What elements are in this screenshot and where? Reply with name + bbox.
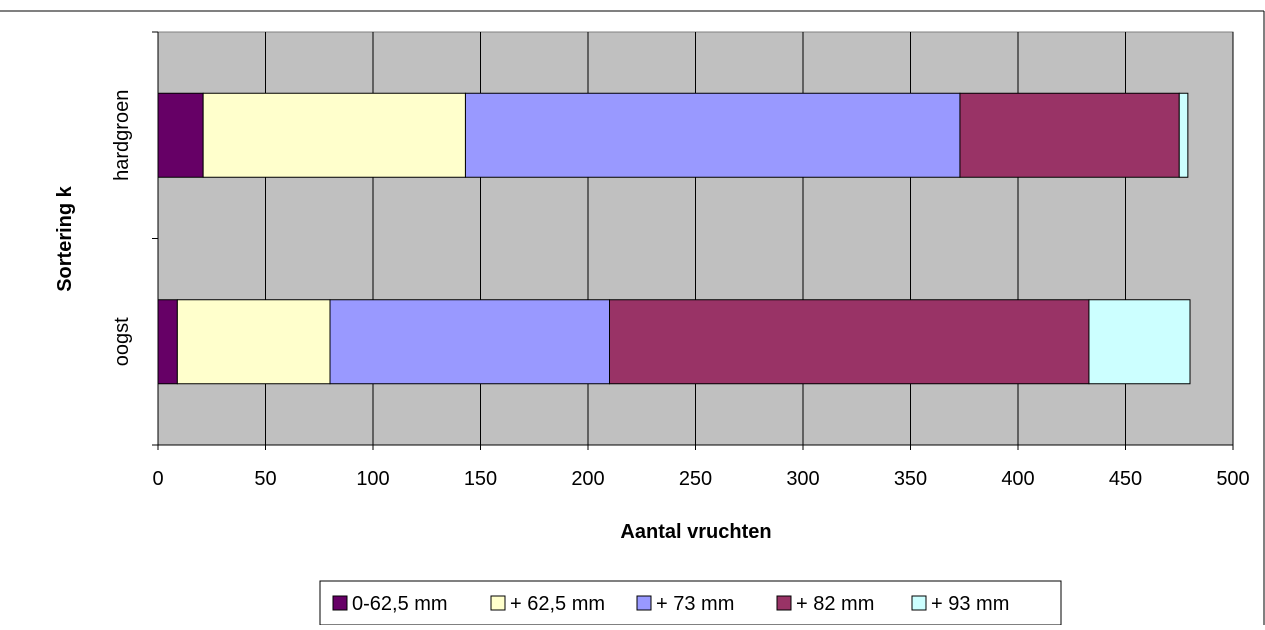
y-axis-title: Sortering k <box>54 185 76 291</box>
x-tick-label-400: 400 <box>1001 468 1034 490</box>
y-category-label-oogst: oogst <box>111 317 133 366</box>
legend-label-93-mm: + 93 mm <box>931 593 1009 615</box>
legend-label-82-mm: + 82 mm <box>796 593 874 615</box>
x-tick-label-500: 500 <box>1216 468 1249 490</box>
bar-hardgroen-82-mm <box>959 92 1180 178</box>
legend-swatch-73-mm <box>636 595 652 611</box>
bar-oogst-93-mm <box>1088 299 1191 385</box>
bar-hardgroen-62-5-mm <box>202 92 466 178</box>
legend-label-73-mm: + 73 mm <box>656 593 734 615</box>
x-tick-label-0: 0 <box>152 468 163 490</box>
legend-swatch-0-62-5-mm <box>332 595 348 611</box>
bar-oogst-62-5-mm <box>176 299 331 385</box>
x-tick-label-300: 300 <box>786 468 819 490</box>
x-tick-label-150: 150 <box>464 468 497 490</box>
bar-hardgroen-73-mm <box>464 92 961 178</box>
y-category-label-hardgroen: hardgroen <box>111 90 133 181</box>
bar-oogst-73-mm <box>329 299 610 385</box>
x-tick-label-200: 200 <box>571 468 604 490</box>
axes <box>152 31 1233 446</box>
legend-box <box>319 580 1062 626</box>
bar-oogst-82-mm <box>609 299 1090 385</box>
x-tick-label-100: 100 <box>356 468 389 490</box>
bars <box>157 92 1191 385</box>
legend-swatch-93-mm <box>911 595 927 611</box>
bar-hardgroen-93-mm <box>1178 92 1189 178</box>
legend-label-0-62-5-mm: 0-62,5 mm <box>352 593 448 615</box>
legend: 0-62,5 mm + 62,5 mm + 73 mm + 82 mm + 93 mm <box>319 580 1062 626</box>
x-tick-labels: 0 50 100 150 200 250 300 350 400 450 500 <box>152 468 1249 490</box>
x-tick-label-50: 50 <box>254 468 276 490</box>
legend-swatch-62-5-mm <box>490 595 506 611</box>
legend-swatch-82-mm <box>776 595 792 611</box>
x-axis-title: Aantal vruchten <box>620 521 771 543</box>
x-tick-label-250: 250 <box>679 468 712 490</box>
bar-hardgroen-0-62-5-mm <box>157 92 204 178</box>
y-category-labels: oogst hardgroen <box>111 90 133 367</box>
x-tick-label-450: 450 <box>1109 468 1142 490</box>
legend-label-62-5-mm: + 62,5 mm <box>510 593 605 615</box>
bar-oogst-0-62-5-mm <box>157 299 178 385</box>
x-tick-label-350: 350 <box>894 468 927 490</box>
